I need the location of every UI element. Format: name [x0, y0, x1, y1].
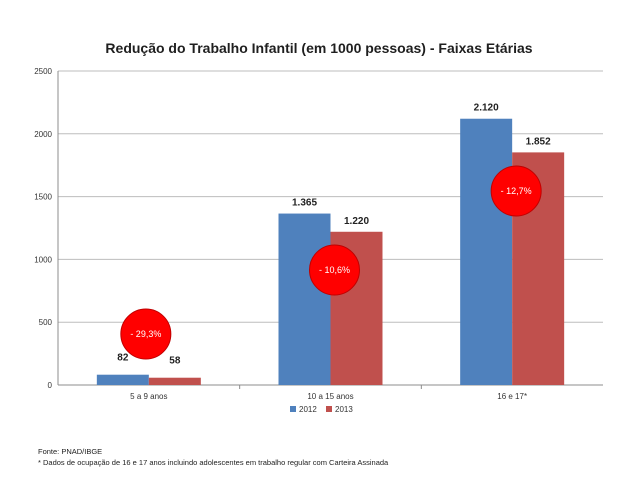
legend-swatch-2012 [290, 406, 296, 412]
y-tick-label: 1000 [34, 255, 52, 264]
bar-2013 [148, 377, 201, 385]
legend-label: 2012 [299, 405, 317, 414]
y-tick-label: 2500 [34, 67, 52, 76]
data-label: 58 [169, 356, 181, 367]
data-label: 82 [117, 353, 129, 364]
bar-2012 [460, 118, 513, 385]
y-tick-label: 2000 [34, 130, 52, 139]
data-label: 1.852 [526, 136, 551, 147]
y-tick-label: 500 [39, 318, 53, 327]
x-tick-label: 10 a 15 anos [307, 392, 353, 401]
change-badge-label: - 10,6% [319, 265, 350, 275]
data-label: 1.220 [344, 216, 369, 227]
change-badge [309, 244, 360, 296]
legend-label: 2013 [335, 405, 353, 414]
chart-title: Redução do Trabalho Infantil (em 1000 pe… [105, 40, 533, 56]
change-badge [120, 308, 172, 360]
bar-2012 [96, 374, 149, 385]
x-tick-label: 16 e 17* [497, 392, 527, 401]
y-tick-label: 1500 [34, 193, 52, 202]
data-note: * Dados de ocupação de 16 e 17 anos incl… [38, 457, 389, 467]
footnotes: Fonte: PNAD/IBGE * Dados de ocupação de … [38, 447, 388, 468]
bar-2012 [278, 213, 331, 385]
data-label: 1.365 [292, 198, 317, 209]
change-badge [490, 165, 542, 217]
change-badge-label: - 12,7% [501, 186, 532, 196]
change-badge-label: - 29,3% [130, 329, 161, 339]
y-tick-label: 0 [48, 381, 53, 390]
source-note: Fonte: PNAD/IBGE [38, 447, 103, 456]
legend-swatch-2013 [326, 406, 332, 412]
x-tick-label: 5 a 9 anos [130, 392, 167, 401]
data-label: 2.120 [474, 103, 499, 114]
